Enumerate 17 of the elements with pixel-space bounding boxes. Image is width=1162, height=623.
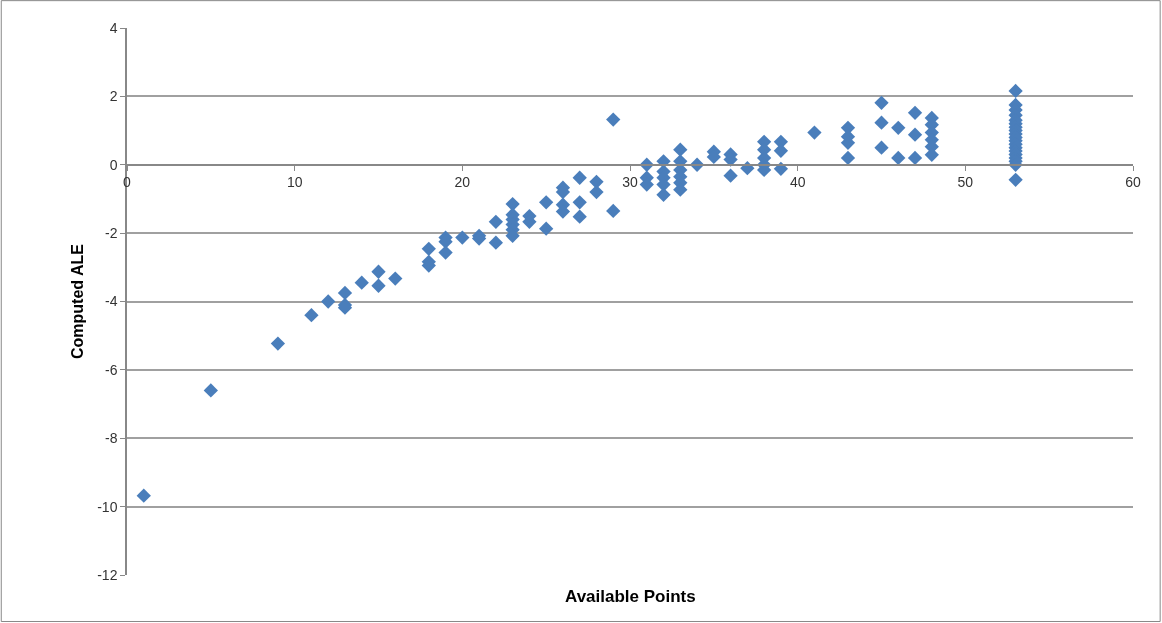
y-tick-label: 0 [109,156,118,173]
y-tick-label: 4 [109,19,118,36]
x-tick-label: 20 [454,174,471,191]
y-axis-title: Computed ALE [68,243,86,359]
x-tick-label: 30 [622,174,638,191]
x-tick-label: 10 [286,174,303,191]
y-tick-label: -2 [105,225,118,242]
x-axis-title: Available Points [565,587,696,606]
x-tick-label: 40 [789,174,806,191]
y-tick-label: -12 [97,566,118,583]
y-tick-label: -10 [97,498,118,515]
y-tick-label: 2 [109,88,118,105]
x-tick-label: 60 [1125,174,1141,191]
y-tick-label: -8 [105,430,118,447]
y-tick-label: -6 [105,361,118,378]
y-tick-label: -4 [105,293,118,310]
x-tick-label: 50 [957,174,974,191]
